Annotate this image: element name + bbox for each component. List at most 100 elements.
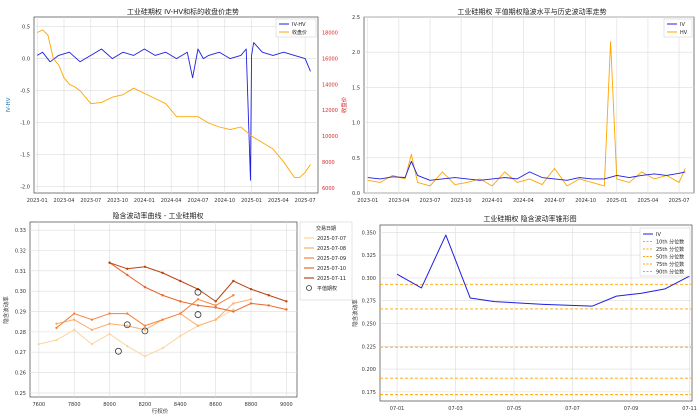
panel3-point: [143, 265, 147, 268]
panel3-ytick-label: 0.31: [15, 269, 26, 275]
panel3-xtick-label: 8800: [245, 402, 258, 408]
panel2-ytick-label: 2.5: [352, 15, 360, 21]
panel2-x-ticks: 2023-01 2023-04 2023-07 2023-10 2024-01 2024-…: [357, 198, 689, 204]
panel4-ytick-label: 0.325: [362, 253, 376, 259]
panel3-point: [285, 308, 288, 311]
panel3-point: [179, 334, 182, 338]
panel2-grid: [364, 16, 694, 194]
legend-label-iv: IV: [680, 22, 685, 28]
panel1-ytick-label: -1.0: [20, 121, 30, 127]
panel1-title: 工业硅期权 IV-HV和标的收盘价走势: [127, 7, 239, 16]
panel1-ytick-label: -2.0: [20, 185, 30, 191]
panel4-frame: [379, 224, 693, 402]
panel3-point: [55, 326, 58, 330]
panel2-xtick-label: 2024-04: [513, 198, 534, 204]
panel3-xtick-label: 9000: [280, 402, 293, 408]
panel2-xtick-label: 2024-01: [482, 198, 503, 204]
panel2-legend: IV HV: [663, 18, 693, 38]
panel3-point: [214, 306, 217, 309]
panel2-ytick-label: 1.0: [352, 121, 360, 127]
panel3-point: [73, 328, 76, 332]
panel3-point: [232, 279, 235, 283]
panel3-xtick-label: 8000: [103, 402, 116, 408]
panel3-point: [232, 302, 235, 305]
panel3-line-2025-07-10: [109, 262, 287, 313]
panel4-xtick-label: 07-05: [507, 406, 522, 412]
panel3-point: [267, 294, 270, 297]
panel1-xtick-label: 2023-10: [107, 198, 128, 204]
legend-label-2025-07-10: 2025-07-10: [317, 266, 346, 272]
panel2-xtick-label: 2025-04: [637, 198, 658, 204]
panel1-y2tick-label: 6000: [322, 186, 335, 192]
panel3-point: [214, 304, 217, 307]
legend-label-iv-hv: IV-HV: [292, 22, 306, 28]
panel1-xtick-label: 2024-01: [134, 198, 155, 204]
panel1-xtick-label: 2023-01: [27, 198, 48, 204]
legend-label-atm: 平值期权: [317, 285, 337, 292]
panel3-point: [126, 267, 129, 271]
panel3-ytick-label: 0.26: [15, 371, 26, 377]
legend-label-2025-07-11: 2025-07-11: [317, 276, 346, 282]
panel4-ytick-label: 0.175: [362, 390, 376, 396]
panel1-xtick-label: 2023-07: [80, 198, 101, 204]
panel3-ytick-label: 0.28: [15, 330, 26, 336]
panel1-grid: [34, 17, 318, 193]
panel1-xtick-label: 2024-04: [161, 198, 182, 204]
panel4-ytick-label: 0.275: [362, 299, 376, 305]
panel3-atm-marker: [194, 311, 202, 318]
panel3-point: [108, 332, 111, 336]
panel3-xtick-label: 7800: [68, 402, 81, 408]
panel4-xtick-label: 07-07: [565, 406, 580, 412]
panel2-ytick-label: 1.5: [352, 85, 360, 91]
panel2-xtick-label: 2024-07: [544, 198, 565, 204]
panel3-point: [73, 318, 76, 321]
panel2-line-hv: [367, 41, 686, 187]
panel3-point: [161, 294, 164, 297]
panel3-point: [179, 312, 182, 315]
panel2-xtick-label: 2025-07: [669, 198, 690, 204]
panel3-atm-marker: [115, 347, 122, 355]
panel4-legend-label: 90th 分位数: [656, 269, 684, 276]
panel3-point: [232, 294, 235, 297]
panel2-xtick-label: 2023-07: [420, 198, 441, 204]
panel3-point: [196, 298, 200, 301]
panel1-xtick-label: 2023-04: [54, 198, 75, 204]
panel3-point: [143, 324, 147, 327]
panel3-ylabel: 隐含波动率: [2, 296, 10, 324]
panel3-point: [126, 324, 129, 327]
panel3-point: [161, 346, 164, 350]
panel4-ytick-label: 0.250: [362, 321, 376, 327]
panel1-xtick-label: 2025-04: [268, 198, 289, 204]
panel4-ytick-label: 0.350: [362, 230, 376, 236]
panel1-xtick-label: 2024-07: [188, 198, 209, 204]
panel-iv-hv-close: 工业硅期权 IV-HV和标的收盘价走势 0.5 0.0 -0.5 -1.0 -1.5 -2…: [6, 7, 348, 204]
panel1-line-iv-hv: [36, 42, 311, 181]
panel1-frame: [33, 16, 319, 194]
panel1-y2label: 收盘价: [340, 96, 348, 113]
panel3-point: [37, 342, 41, 346]
panel1-y2tick-label: 16000: [322, 56, 338, 62]
panel3-point: [126, 344, 129, 348]
panel4-legend-label: IV: [656, 232, 661, 238]
panel3-xtick-label: 8200: [139, 402, 152, 408]
panel3-point: [143, 328, 147, 332]
legend-label-hv: HV: [680, 30, 688, 36]
panel3-xtick-label: 7600: [32, 402, 45, 408]
panel-iv-cone: 工业硅期权 隐含波动率锥形图 0.350 0.325 0.300 0.275 0.250…: [351, 214, 697, 412]
panel2-xtick-label: 2024-10: [575, 198, 596, 204]
panel4-xtick-label: 07-09: [624, 406, 639, 412]
panel3-series: [37, 261, 288, 358]
panel3-xlabel: 行权价: [152, 407, 169, 415]
panel3-ytick-label: 0.32: [15, 248, 26, 254]
panel3-point: [55, 322, 58, 325]
panel3-ytick-label: 0.30: [15, 289, 26, 295]
panel1-x-ticks: 2023-01 2023-04 2023-07 2023-10 2024-01 2024-…: [27, 198, 316, 204]
panel3-point: [108, 261, 111, 264]
panel3-frame: [29, 221, 298, 398]
panel4-x-ticks: 07-01 07-03 07-05 07-07 07-09 07-11: [390, 406, 697, 412]
panel4-xtick-label: 07-11: [682, 406, 697, 412]
panel3-point: [179, 300, 182, 303]
panel-iv-hv-levels: 工业硅期权 平值期权隐波水平与历史波动率走势 2.5 2.0 1.5 1.0 0.5 0.…: [352, 7, 695, 204]
